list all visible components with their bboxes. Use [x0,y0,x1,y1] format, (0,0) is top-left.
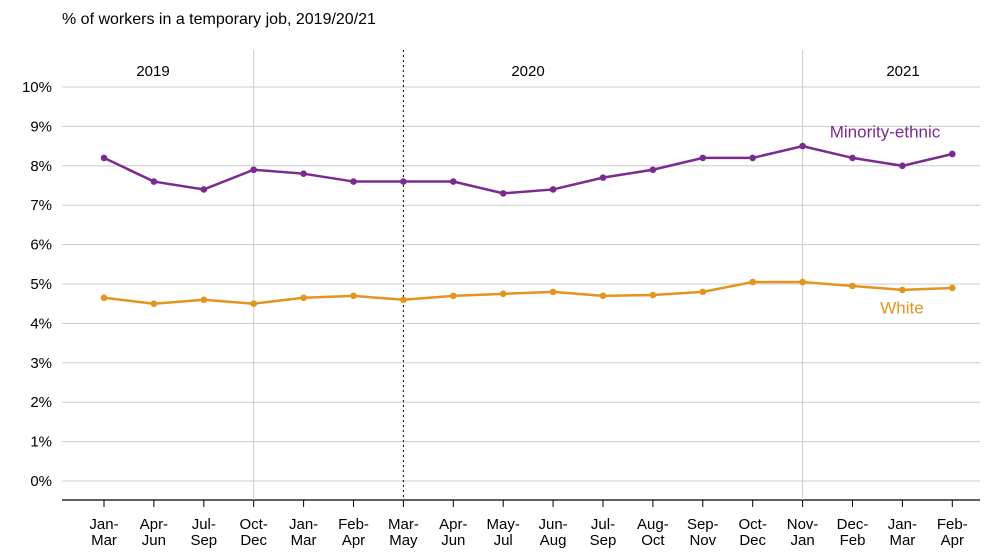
x-tick-label: Feb- [338,516,369,533]
y-tick-label: 4% [30,315,52,332]
point [350,292,357,300]
point [200,296,208,304]
point [400,296,407,304]
series-label: Minority-ethnic [830,122,941,141]
x-tick-label: Feb [840,532,866,549]
x-tick-label: Jan [791,532,815,549]
point [649,291,657,299]
point [350,178,357,185]
point [949,150,956,158]
x-tick-label: Mar [291,532,317,549]
x-tick-label: Nov [689,532,716,549]
point [849,154,856,162]
series-line [103,144,953,195]
point [699,154,707,162]
point [599,174,607,181]
y-tick-label: 1% [30,434,52,451]
point [400,178,407,185]
y-tick-label: 9% [30,118,52,135]
period-label: 2019 [136,63,169,80]
point [799,142,806,150]
x-tick-label: Oct [641,532,665,549]
point [499,290,507,298]
point [499,190,507,197]
point [899,162,906,170]
period-label: 2021 [886,63,919,80]
point [899,286,906,294]
point [150,300,158,308]
chart-title: % of workers in a temporary job, 2019/20… [62,11,376,28]
x-tick-label: Jul [494,532,513,549]
x-tick-label: Dec- [837,516,869,533]
x-tick-label: Jun [441,532,465,549]
y-tick-label: 6% [30,237,52,254]
y-tick-label: 2% [30,394,52,411]
x-tick-label: Jan- [89,516,118,533]
point [450,292,457,300]
y-tick-label: 10% [22,79,52,96]
point [749,278,756,286]
x-tick-label: Mar- [388,516,419,533]
x-tick-label: Mar [889,532,915,549]
x-tick-label: Jun [142,532,166,549]
point [699,288,707,296]
x-tick-label: Jan- [289,516,318,533]
x-tick-label: Jun- [539,516,568,533]
x-tick-label: May- [487,516,520,533]
point [549,288,557,296]
x-tick-label: Dec [739,532,766,549]
point [799,278,806,286]
x-tick-label: Mar [91,532,117,549]
point [250,300,257,308]
point [549,186,557,193]
x-tick-label: Sep [190,532,217,549]
y-tick-label: 7% [30,197,52,214]
x-tick-label: Apr [941,532,964,549]
point [749,154,756,162]
point [949,284,956,292]
point [200,186,208,193]
period-label: 2020 [511,63,544,80]
point [300,170,307,177]
point [100,154,108,162]
point [450,178,457,185]
point [100,294,108,302]
x-tick-label: Jul- [192,516,216,533]
x-tick-label: Dec [240,532,267,549]
x-tick-label: Jul- [591,516,615,533]
y-tick-label: 0% [30,473,52,490]
x-tick-label: Apr- [439,516,467,533]
y-tick-label: 3% [30,355,52,372]
series-label: White [880,298,923,317]
series-line [103,280,953,305]
y-tick-label: 5% [30,276,52,293]
x-tick-label: Feb- [937,516,968,533]
point [300,294,307,302]
point [250,166,257,174]
point [599,292,607,300]
x-tick-label: Nov- [787,516,819,533]
x-tick-label: Aug- [637,516,669,533]
x-tick-label: Oct- [240,516,268,533]
x-tick-label: Oct- [739,516,767,533]
x-tick-label: Sep [590,532,617,549]
point [649,166,657,174]
x-tick-label: Aug [540,532,567,549]
point [150,178,158,185]
x-tick-label: Apr- [140,516,168,533]
x-tick-label: Apr [342,532,365,549]
point [849,282,856,290]
x-tick-label: Sep- [687,516,719,533]
y-tick-label: 8% [30,158,52,175]
x-tick-label: May [389,532,418,549]
x-tick-label: Jan- [888,516,917,533]
